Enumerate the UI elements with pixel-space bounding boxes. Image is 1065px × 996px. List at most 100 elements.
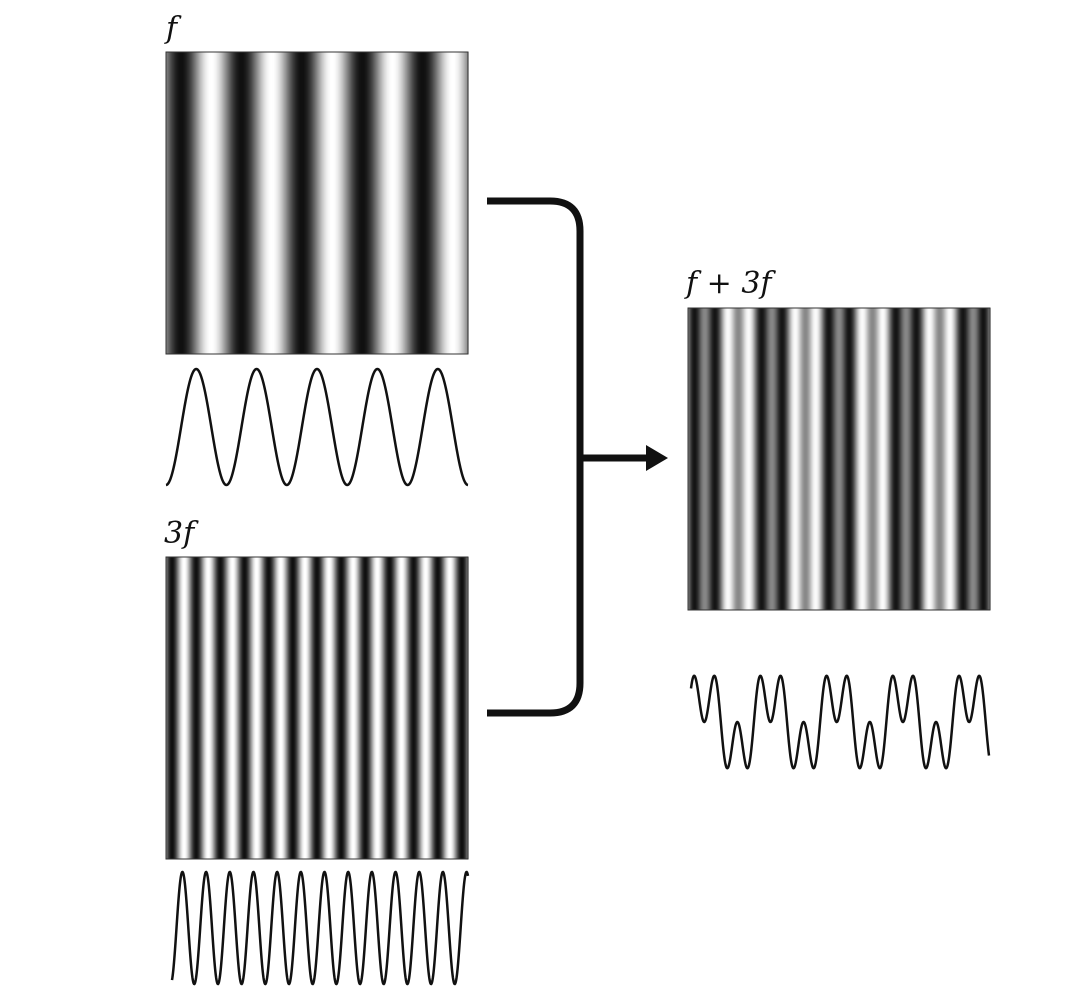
grating-strip [742, 308, 744, 610]
grating-strip [939, 308, 942, 610]
grating-strip [953, 308, 956, 610]
grating-strip [865, 308, 867, 610]
grating-strip [264, 52, 267, 354]
grating-strip [707, 308, 709, 610]
grating-strip [780, 308, 783, 610]
grating-strip [884, 308, 886, 610]
grating-strip [806, 308, 809, 610]
grating-strip [858, 308, 860, 610]
grating-strip [439, 52, 442, 354]
grating-strip [321, 557, 323, 859]
grating-strip [839, 308, 841, 610]
grating-strip [297, 52, 300, 354]
grating-strip [445, 52, 448, 354]
grating-strip [894, 308, 896, 610]
grating-strip [419, 52, 422, 354]
grating-strip [285, 557, 288, 859]
grating-strip [741, 308, 743, 610]
grating-strip [304, 557, 307, 859]
grating-strip [706, 308, 708, 610]
grating-strip [361, 557, 363, 859]
grating-strip [425, 52, 428, 354]
grating-strip [398, 52, 401, 354]
grating-strip [441, 52, 444, 354]
grating-strip [358, 52, 360, 354]
grating-strip [190, 52, 192, 354]
grating-strip [335, 52, 337, 354]
grating-strip [437, 557, 440, 859]
grating-strip [409, 557, 412, 859]
grating-strip [875, 308, 877, 610]
grating-strip [293, 557, 296, 859]
grating-strip [733, 308, 735, 610]
grating-strip [273, 52, 276, 354]
grating-strip [352, 557, 354, 859]
grating-strip [401, 52, 404, 354]
grating-strip [351, 557, 353, 859]
grating-strip [338, 52, 340, 354]
grating-strip [214, 52, 216, 354]
grating-strip [726, 308, 728, 610]
grating-strip [814, 308, 817, 610]
grating-strip [190, 557, 192, 859]
grating-strip [284, 557, 287, 859]
grating-strip [199, 52, 201, 354]
grating-strip [379, 557, 382, 859]
grating-strip [436, 52, 439, 354]
grating-strip [389, 557, 392, 859]
grating-strip [423, 52, 426, 354]
grating-strip [892, 308, 894, 610]
grating-strip [269, 52, 272, 354]
grating-strip [305, 52, 308, 354]
grating-strip [207, 557, 209, 859]
grating-strip [207, 52, 209, 354]
grating-strip [331, 557, 333, 859]
grating-strip [198, 52, 200, 354]
grating-strip [420, 52, 423, 354]
grating-strip [945, 308, 948, 610]
grating-strip [404, 557, 407, 859]
grating-strip [422, 52, 425, 354]
grating-strip [263, 557, 266, 859]
grating-strip [929, 308, 932, 610]
grating-strip [822, 308, 825, 610]
grating-strip [291, 557, 294, 859]
grating-strip [188, 52, 190, 354]
grating-strip [420, 557, 423, 859]
grating-strip [984, 308, 987, 610]
grating-strip [195, 52, 197, 354]
grating-strip [187, 52, 189, 354]
grating-strip [298, 52, 301, 354]
grating-strip [254, 52, 257, 354]
grating-strip [315, 52, 318, 354]
grating-strip [744, 308, 746, 610]
grating-strip [349, 52, 351, 354]
grating-strip [440, 52, 443, 354]
grating-strip [283, 557, 286, 859]
grating-strip [434, 557, 437, 859]
grating-strip [936, 308, 939, 610]
grating-strip [320, 557, 322, 859]
grating-strip [727, 308, 729, 610]
grating-strip [339, 52, 341, 354]
grating-strip [177, 52, 179, 354]
grating-strip [249, 557, 252, 859]
grating-strip [174, 557, 176, 859]
grating-strip [768, 308, 771, 610]
grating-strip [258, 52, 261, 354]
grating-strip [758, 308, 761, 610]
grating-strip [172, 52, 174, 354]
grating-strip [423, 557, 426, 859]
grating-strip [454, 52, 457, 354]
grating-strip [826, 308, 829, 610]
grating-strip [367, 52, 369, 354]
grating-strip [191, 52, 193, 354]
grating-strip [272, 557, 275, 859]
grating-strip [167, 557, 169, 859]
grating-strip [429, 557, 432, 859]
grating-strip [432, 557, 435, 859]
grating-strip [406, 52, 409, 354]
grating-strip [382, 52, 385, 354]
grating-strip [922, 308, 925, 610]
grating-strip [410, 557, 413, 859]
